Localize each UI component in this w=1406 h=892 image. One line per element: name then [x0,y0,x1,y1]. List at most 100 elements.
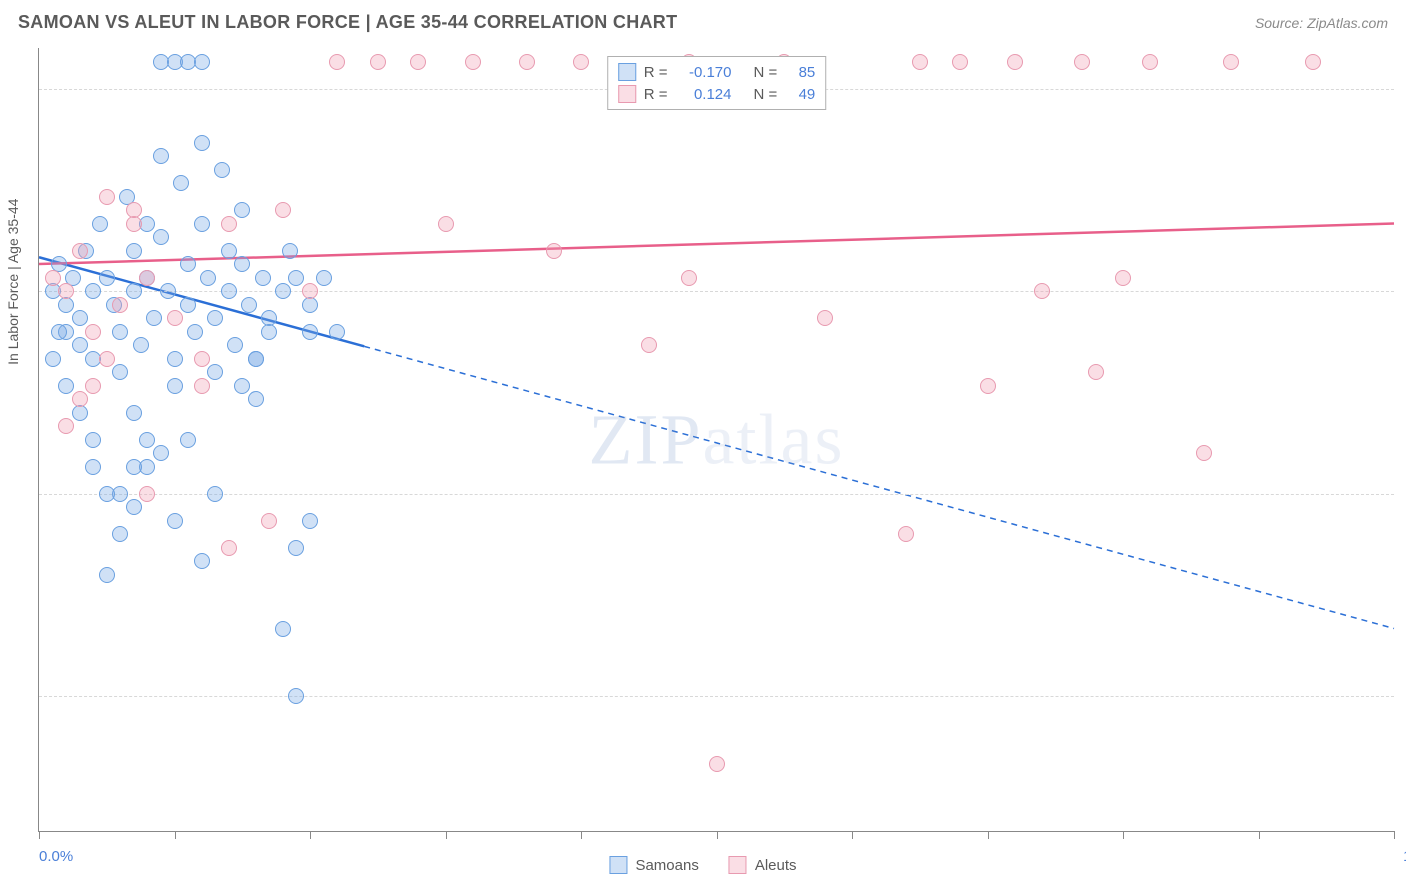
data-point [72,243,88,259]
data-point [126,202,142,218]
x-tick [1259,831,1260,839]
data-point [681,270,697,286]
data-point [194,351,210,367]
data-point [85,459,101,475]
data-point [1115,270,1131,286]
x-tick [852,831,853,839]
data-point [546,243,562,259]
data-point [45,351,61,367]
data-point [194,378,210,394]
x-axis-min-label: 0.0% [39,848,73,865]
data-point [160,283,176,299]
data-point [241,297,257,313]
data-point [234,256,250,272]
x-tick [1394,831,1395,839]
data-point [85,432,101,448]
data-point [167,310,183,326]
data-point [180,297,196,313]
data-point [1196,445,1212,461]
data-point [573,54,589,70]
data-point [282,243,298,259]
data-point [275,621,291,637]
data-point [275,202,291,218]
stat-n-label: N = [754,64,778,81]
stat-legend: R =-0.170N =85R =0.124N =49 [607,56,827,110]
data-point [112,297,128,313]
data-point [952,54,968,70]
gridline-h [39,291,1394,292]
data-point [194,553,210,569]
data-point [1142,54,1158,70]
data-point [167,351,183,367]
legend-item: Samoans [609,856,698,874]
data-point [153,445,169,461]
x-tick [175,831,176,839]
data-point [180,256,196,272]
data-point [288,688,304,704]
data-point [194,54,210,70]
chart-source: Source: ZipAtlas.com [1255,15,1388,31]
data-point [153,229,169,245]
trend-lines [39,48,1394,831]
data-point [410,54,426,70]
data-point [234,378,250,394]
data-point [167,513,183,529]
data-point [302,324,318,340]
trend-line-dashed [364,346,1394,628]
data-point [58,283,74,299]
x-tick [988,831,989,839]
legend-swatch [729,856,747,874]
x-tick [1123,831,1124,839]
chart-area: In Labor Force | Age 35-44 ZIPatlas 55.0… [38,48,1394,832]
data-point [126,405,142,421]
data-point [194,135,210,151]
data-point [234,202,250,218]
plot-surface: ZIPatlas 55.0%70.0%85.0%100.0% [39,48,1394,831]
data-point [180,432,196,448]
data-point [133,337,149,353]
data-point [316,270,332,286]
stat-legend-row: R =-0.170N =85 [618,61,816,83]
gridline-h [39,494,1394,495]
gridline-h [39,696,1394,697]
data-point [112,324,128,340]
data-point [112,526,128,542]
data-point [275,283,291,299]
data-point [85,283,101,299]
data-point [72,337,88,353]
data-point [261,324,277,340]
stat-r-value: 0.124 [676,86,732,103]
data-point [45,270,61,286]
data-point [58,418,74,434]
data-point [438,216,454,232]
data-point [1074,54,1090,70]
data-point [255,270,271,286]
data-point [207,364,223,380]
bottom-legend: SamoansAleuts [609,856,796,874]
data-point [898,526,914,542]
data-point [641,337,657,353]
data-point [370,54,386,70]
stat-n-value: 49 [785,86,815,103]
chart-title: SAMOAN VS ALEUT IN LABOR FORCE | AGE 35-… [18,12,677,33]
stat-r-label: R = [644,86,668,103]
stat-n-value: 85 [785,64,815,81]
data-point [72,310,88,326]
data-point [288,270,304,286]
data-point [99,486,115,502]
data-point [227,337,243,353]
data-point [221,283,237,299]
legend-label: Samoans [635,857,698,874]
data-point [1088,364,1104,380]
data-point [99,567,115,583]
data-point [329,54,345,70]
x-tick [446,831,447,839]
data-point [139,486,155,502]
data-point [85,378,101,394]
data-point [980,378,996,394]
stat-legend-row: R = 0.124 N = 49 [618,83,816,105]
data-point [58,378,74,394]
y-axis-label: In Labor Force | Age 35-44 [5,198,21,364]
legend-swatch [609,856,627,874]
stat-n-label: N = [754,86,778,103]
